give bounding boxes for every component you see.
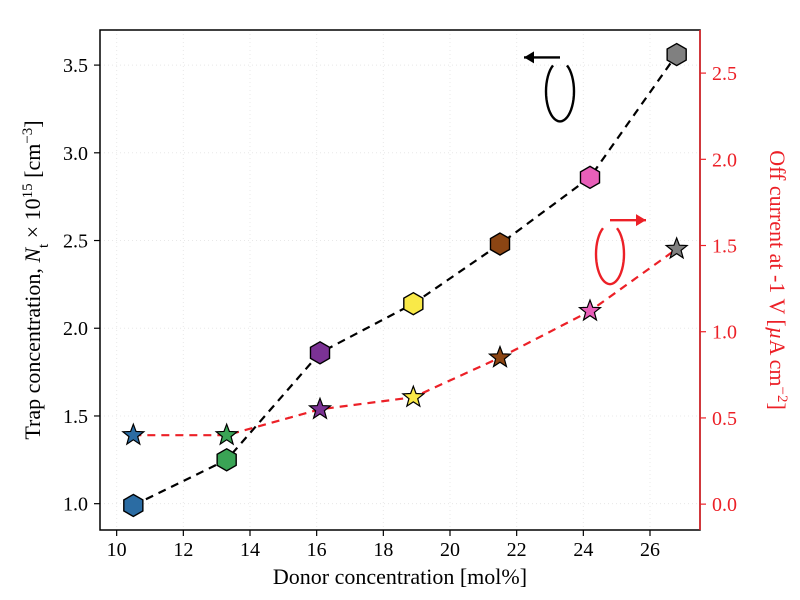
trap-marker [124,494,143,516]
dual-axis-chart: 10 12 14 16 18 20 22 24 26 1.0 1.5 2.0 2.5 3.0 3.5 0.0 0… [0,0,800,600]
x-tick-label: 18 [373,539,393,561]
y-right-tick-label: 0.0 [712,494,737,516]
y-left-tick-label: 1.5 [63,406,88,428]
y-right-tick-label: 1.5 [712,236,737,258]
x-axis-label: Donor concentration [mol%] [273,564,527,589]
trap-marker [310,342,329,364]
y-right-tick-label: 1.0 [712,322,737,344]
y-right-axis-label: Off current at -1 V [µA cm−2] [765,150,790,410]
x-tick-label: 22 [507,539,527,561]
trap-marker [217,449,236,471]
trap-marker [490,233,509,255]
trap-marker [404,293,423,315]
y-right-tick-label: 0.5 [712,408,737,430]
x-tick-label: 10 [107,539,127,561]
x-tick-label: 26 [640,539,660,561]
y-right-tick-label: 2.5 [712,63,737,85]
y-left-tick-label: 3.5 [63,55,88,77]
y-left-tick-label: 2.0 [63,318,88,340]
y-left-tick-label: 3.0 [63,143,88,165]
x-tick-label: 16 [307,539,327,561]
trap-marker [667,44,686,66]
x-tick-label: 14 [240,539,260,561]
x-tick-label: 24 [573,539,593,561]
y-left-tick-label: 2.5 [63,231,88,253]
y-left-tick-label: 1.0 [63,494,88,516]
x-tick-label: 12 [173,539,193,561]
trap-marker [580,166,599,188]
chart-container: 10 12 14 16 18 20 22 24 26 1.0 1.5 2.0 2.5 3.0 3.5 0.0 0… [0,0,800,600]
y-right-tick-label: 2.0 [712,149,737,171]
x-tick-label: 20 [440,539,460,561]
